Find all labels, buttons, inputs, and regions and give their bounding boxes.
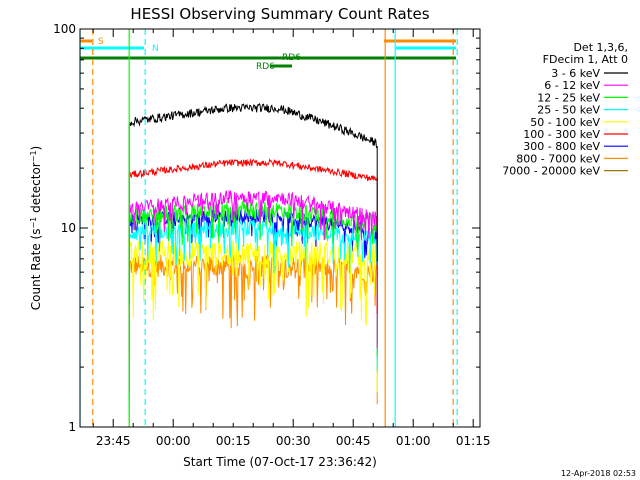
y-axis-label-main: Count Rate (s bbox=[29, 229, 43, 311]
x-axis: 23:45 00:00 00:15 00:30 00:45 01:00 01:15 bbox=[92, 29, 491, 448]
x-tick-label-6: 01:15 bbox=[456, 434, 491, 448]
legend-entry-6: 300 - 800 keV bbox=[523, 140, 600, 153]
x-tick-label-1: 00:00 bbox=[156, 434, 191, 448]
plot-area bbox=[80, 29, 458, 427]
series-line-1 bbox=[128, 190, 378, 392]
x-tick-label-5: 01:00 bbox=[396, 434, 431, 448]
legend-entry-4: 50 - 100 keV bbox=[530, 116, 600, 129]
y-axis-label-sup2: −1 bbox=[29, 150, 38, 162]
y-axis-label-mid: detector bbox=[29, 162, 43, 217]
y-axis-label-sup1: −1 bbox=[29, 217, 38, 229]
series-line-4 bbox=[128, 240, 378, 423]
y-axis-label-end: ) bbox=[29, 146, 43, 151]
legend-entry-7: 800 - 7000 keV bbox=[516, 152, 600, 165]
x-tick-label-4: 00:45 bbox=[336, 434, 371, 448]
y-axis: 1 10 100 bbox=[53, 22, 480, 434]
annotation-label-3: RD6 bbox=[256, 62, 275, 72]
legend-header-0: Det 1,3,6, bbox=[573, 41, 628, 54]
legend-entry-3: 25 - 50 keV bbox=[537, 104, 600, 117]
legend-entry-1: 6 - 12 keV bbox=[544, 79, 600, 92]
y-tick-label-2: 100 bbox=[53, 22, 76, 36]
annotation-label-2: RD6 bbox=[282, 53, 301, 63]
x-tick-label-2: 00:15 bbox=[216, 434, 251, 448]
annotation-label-0: S bbox=[98, 37, 104, 47]
x-tick-label-0: 23:45 bbox=[96, 434, 131, 448]
footer-timestamp: 12-Apr-2018 02:53 bbox=[561, 469, 636, 478]
x-axis-label: Start Time (07-Oct-17 23:36:42) bbox=[183, 455, 377, 469]
y-tick-label-1: 10 bbox=[61, 221, 76, 235]
annotation-label-1: N bbox=[152, 44, 159, 54]
legend-entry-8: 7000 - 20000 keV bbox=[502, 165, 600, 178]
series-line-5 bbox=[128, 158, 378, 359]
x-tick-label-3: 00:30 bbox=[276, 434, 311, 448]
y-axis-label: Count Rate (s−1 detector−1) bbox=[29, 146, 44, 310]
legend-entry-2: 12 - 25 keV bbox=[537, 91, 600, 104]
chart-title: HESSI Observing Summary Count Rates bbox=[130, 5, 429, 23]
legend-entry-0: 3 - 6 keV bbox=[551, 67, 600, 80]
legend-entry-5: 100 - 300 keV bbox=[523, 128, 600, 141]
series-line-0 bbox=[128, 102, 378, 306]
y-tick-label-0: 1 bbox=[68, 420, 76, 434]
series-line-3 bbox=[128, 220, 378, 416]
legend-header-1: FDecim 1, Att 0 bbox=[543, 53, 628, 66]
